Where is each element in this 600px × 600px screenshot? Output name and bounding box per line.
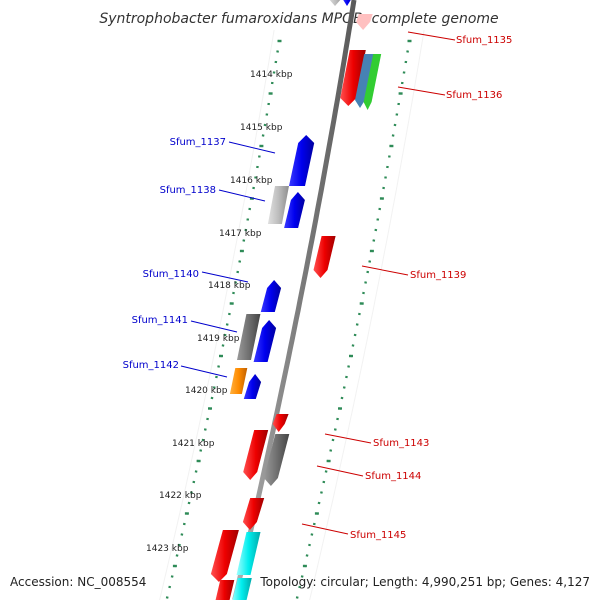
- gene-label-sfum-1136[interactable]: Sfum_1136: [446, 90, 502, 101]
- leader-line: [361, 265, 409, 276]
- tick-mark: [187, 501, 191, 505]
- tick-mark: [170, 575, 174, 578]
- gene-sfum-1135[interactable]: [356, 14, 373, 30]
- leader-line: [301, 523, 349, 535]
- tick-mark: [300, 575, 304, 578]
- gene-label-sfum-1145[interactable]: Sfum_1145: [350, 530, 406, 541]
- gene-label-sfum-1135[interactable]: Sfum_1135: [456, 35, 512, 46]
- leader-line: [190, 320, 238, 333]
- tick-mark: [212, 386, 216, 389]
- kbp-tick-label: 1416 kbp: [230, 176, 273, 186]
- gene-labels: Sfum_1135 Sfum_1136 Sfum_1137 Sfum_1138 …: [123, 31, 512, 541]
- kbp-tick-label: 1414 kbp: [250, 70, 293, 80]
- leader-line: [228, 141, 276, 154]
- kbp-tick-label: 1422 kbp: [159, 491, 202, 501]
- gene-sfum-1138-b[interactable]: [284, 192, 305, 228]
- gene-top-partial-b[interactable]: [342, 0, 354, 6]
- tick-mark: [168, 585, 172, 589]
- kbp-tick-label: 1415 kbp: [240, 123, 283, 133]
- kbp-tick-label: 1423 kbp: [146, 544, 189, 554]
- leader-line: [218, 189, 266, 202]
- kbp-tick-label: 1421 kbp: [172, 439, 215, 449]
- gene-sfum-1140[interactable]: [260, 280, 282, 312]
- tick-mark: [342, 386, 346, 389]
- gene-label-sfum-1138[interactable]: Sfum_1138: [160, 185, 216, 196]
- accession-text: Accession: NC_008554: [10, 575, 146, 589]
- gene-sfum-1143-a[interactable]: [272, 414, 289, 432]
- gene-label-sfum-1140[interactable]: Sfum_1140: [143, 269, 199, 280]
- gene-sfum-1138-a[interactable]: [267, 186, 289, 224]
- leader-line: [201, 271, 249, 283]
- gene-label-sfum-1137[interactable]: Sfum_1137: [170, 137, 226, 148]
- gene-cyan-lower[interactable]: [236, 532, 261, 575]
- leader-line: [316, 465, 364, 477]
- tick-mark: [298, 585, 302, 589]
- gene-red-lower[interactable]: [210, 530, 239, 582]
- gene-sfum-1136-b[interactable]: [355, 54, 375, 108]
- gene-sfum-1142-a[interactable]: [229, 368, 248, 394]
- gene-sfum-1141-a[interactable]: [237, 314, 261, 360]
- kbp-tick-label: 1420 kbp: [185, 386, 228, 396]
- leader-line: [180, 365, 228, 378]
- gene-sfum-1137[interactable]: [289, 135, 315, 186]
- gene-sfum-1145[interactable]: [242, 498, 265, 530]
- gene-sfum-1141-b[interactable]: [253, 320, 277, 362]
- kbp-axis: 1414 kbp 1415 kbp 1416 kbp 1417 kbp 1418…: [146, 70, 293, 554]
- tick-mark: [190, 491, 193, 494]
- leader-line: [397, 86, 446, 96]
- gene-label-sfum-1141[interactable]: Sfum_1141: [132, 315, 188, 326]
- leader-line: [324, 433, 372, 444]
- gene-red-bottom[interactable]: [214, 580, 235, 600]
- tick-mark: [336, 417, 339, 421]
- tick-mark: [345, 375, 348, 379]
- gene-label-sfum-1142[interactable]: Sfum_1142: [123, 360, 179, 371]
- gene-label-sfum-1139[interactable]: Sfum_1139: [410, 270, 466, 281]
- gene-sfum-1144[interactable]: [263, 434, 290, 486]
- topology-text: Topology: circular; Length: 4,990,251 bp…: [259, 575, 590, 589]
- tick-mark: [206, 417, 209, 421]
- track-band: [159, 29, 425, 600]
- tick-mark: [317, 501, 321, 505]
- tick-mark: [215, 375, 218, 379]
- gene-cyan-bottom[interactable]: [231, 578, 252, 600]
- gene-sfum-1142-b[interactable]: [243, 374, 262, 399]
- gene-sfum-1136-c[interactable]: [363, 54, 382, 110]
- tick-tracks: [165, 39, 412, 599]
- gene-sfum-1143-b[interactable]: [243, 430, 269, 480]
- kbp-tick-label: 1418 kbp: [208, 281, 251, 291]
- gene-top-partial-a[interactable]: [328, 0, 344, 6]
- tick-mark: [305, 554, 309, 557]
- kbp-tick-label: 1419 kbp: [197, 334, 240, 344]
- tick-mark: [175, 554, 179, 557]
- gene-label-sfum-1143[interactable]: Sfum_1143: [373, 438, 429, 449]
- tick-mark: [320, 491, 323, 494]
- gene-features: [210, 0, 382, 600]
- map-title: Syntrophobacter fumaroxidans MPOB, compl…: [99, 11, 498, 27]
- gene-sfum-1136-a[interactable]: [340, 50, 366, 106]
- gene-sfum-1139[interactable]: [313, 236, 336, 278]
- leader-line: [407, 31, 456, 41]
- kbp-tick-label: 1417 kbp: [219, 229, 262, 239]
- gene-label-sfum-1144[interactable]: Sfum_1144: [365, 471, 421, 482]
